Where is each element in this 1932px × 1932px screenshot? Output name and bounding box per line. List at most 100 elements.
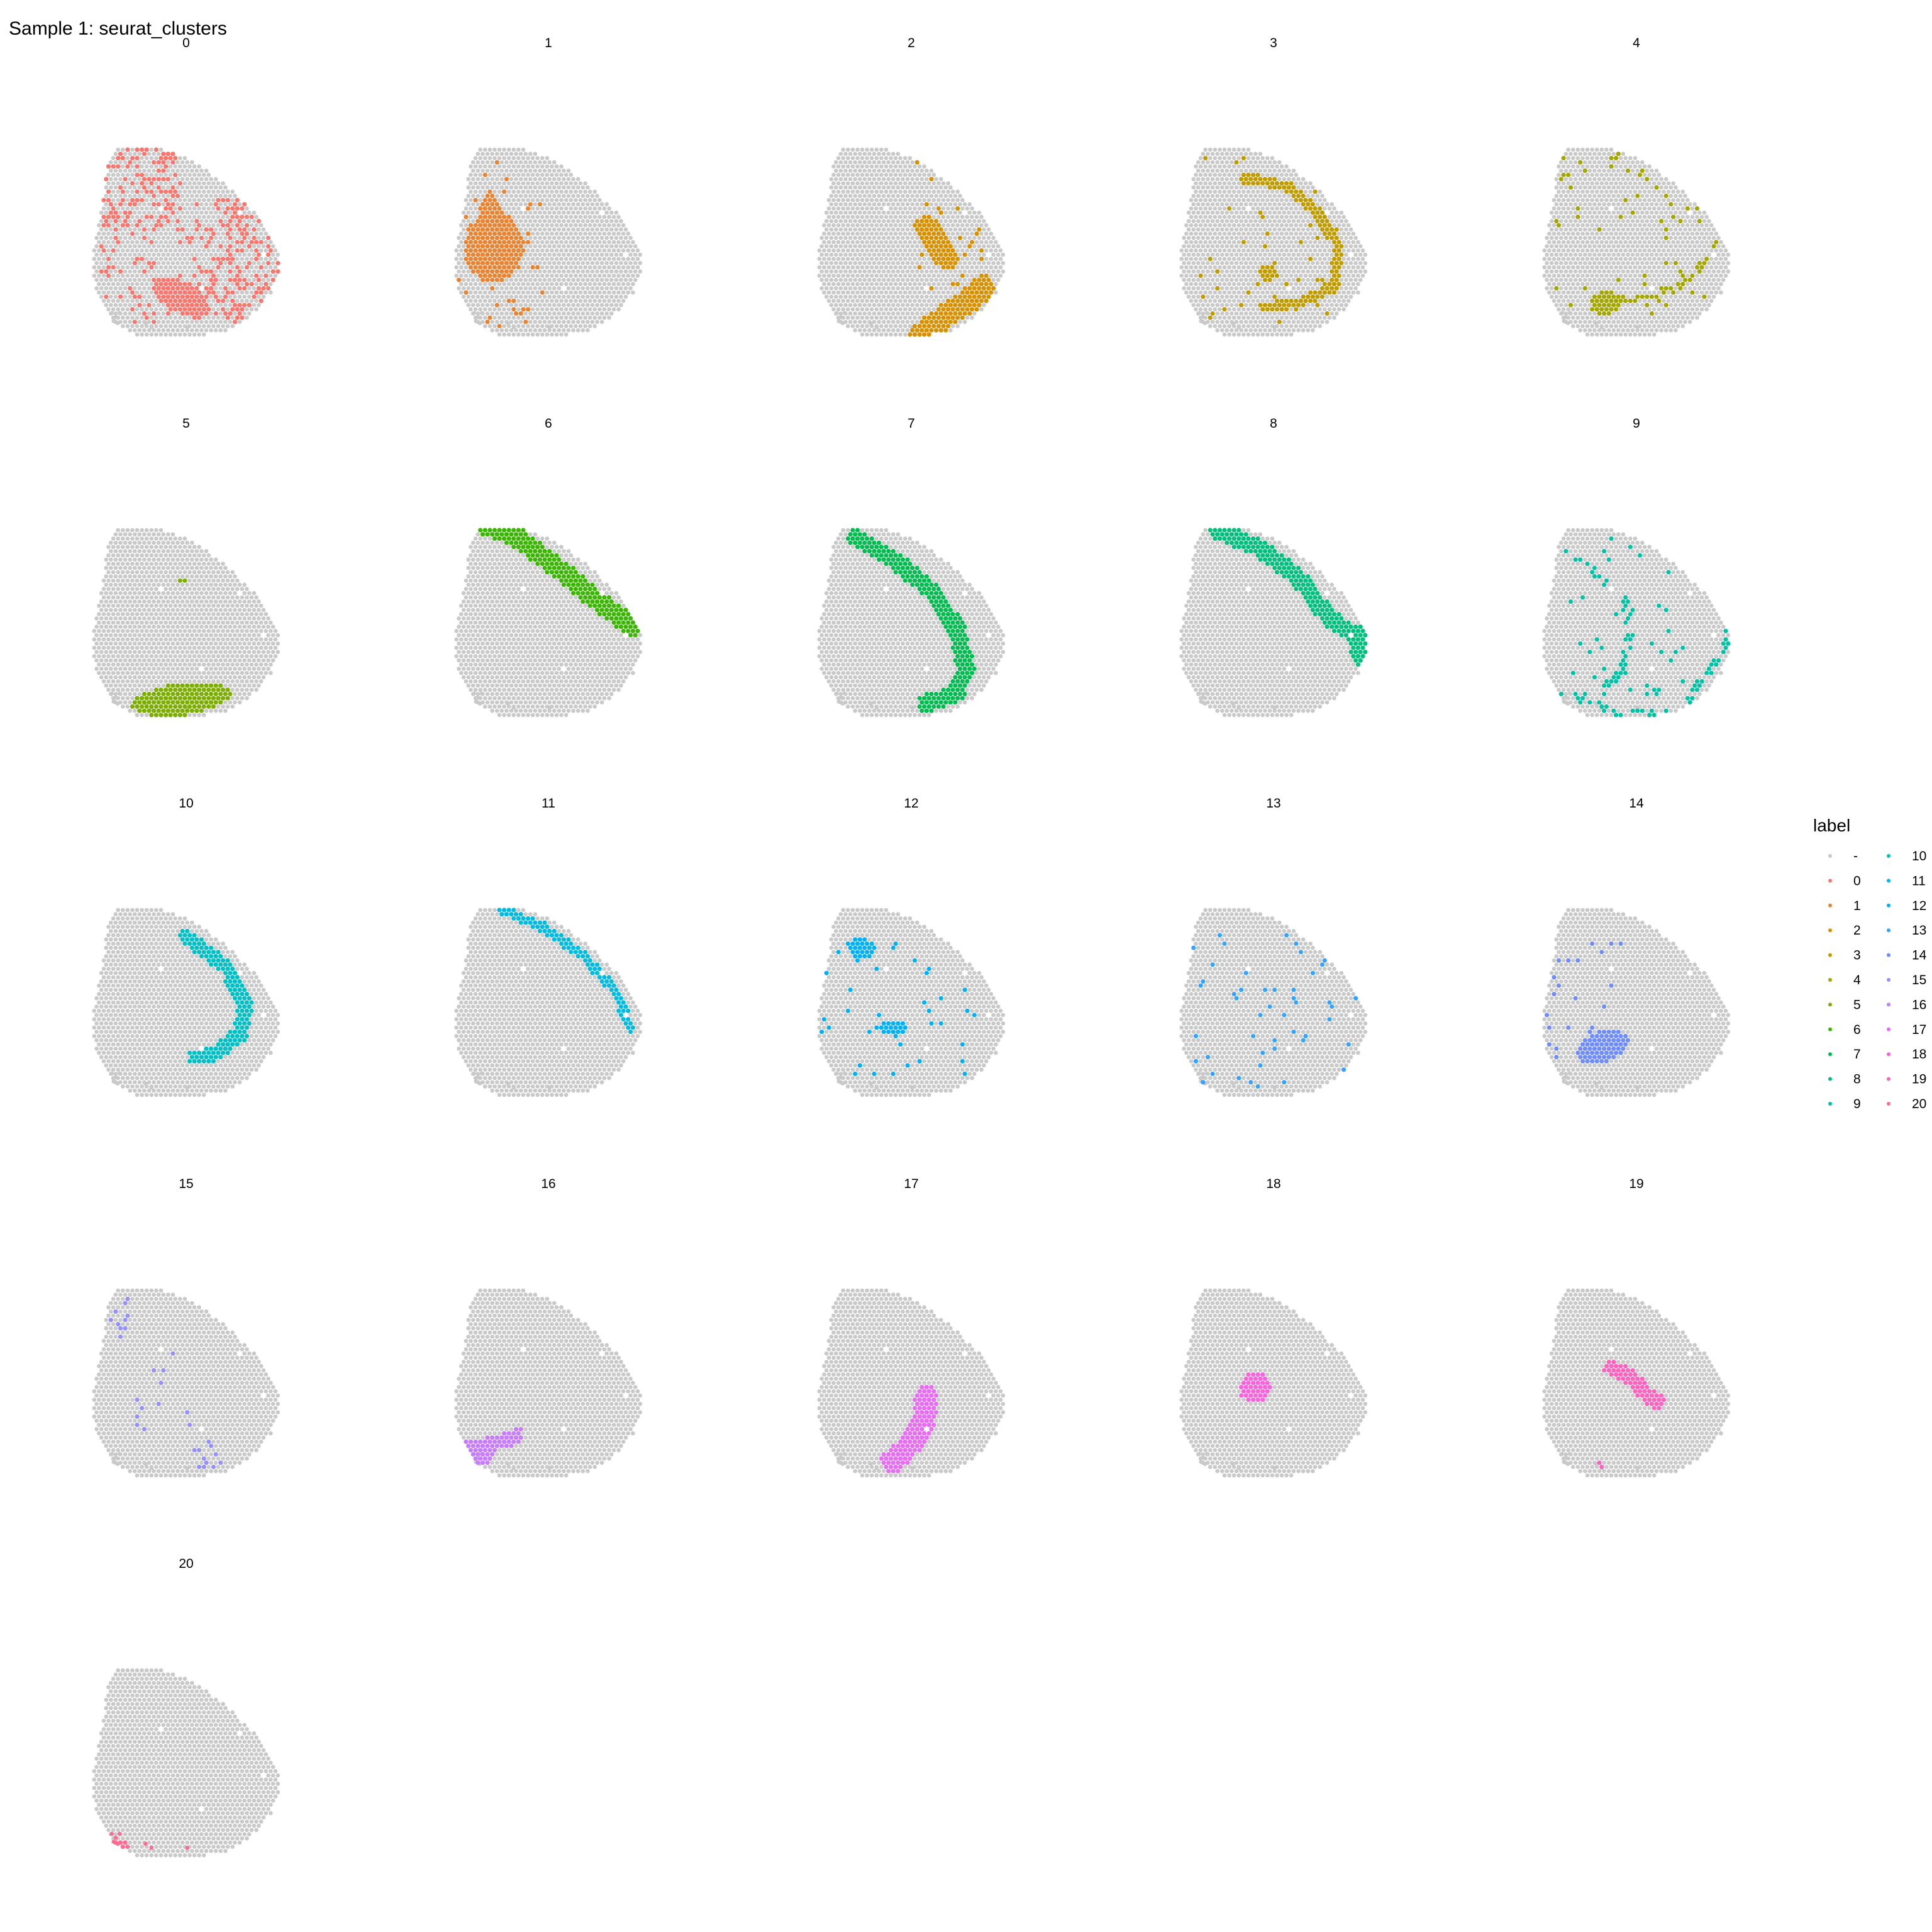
spot-background (590, 244, 595, 248)
spot-background (1341, 223, 1346, 228)
spot-background (1198, 282, 1203, 287)
spot-background (533, 236, 538, 240)
spot-cluster-0 (228, 311, 233, 316)
facet-label-2: 2 (908, 36, 915, 50)
spot-background (1220, 236, 1224, 240)
spot-background (552, 185, 557, 190)
spot-background (1222, 223, 1227, 228)
spot-background (943, 227, 948, 232)
spot-background (506, 315, 511, 320)
spot-background (211, 223, 216, 228)
spot-cluster-1 (470, 244, 475, 249)
spot-cluster-1 (487, 223, 492, 228)
spot-background (569, 197, 574, 203)
spot-background (201, 290, 206, 295)
spot-cluster-2 (972, 294, 977, 299)
spot-background (173, 223, 178, 228)
spot-background (554, 206, 559, 211)
spot-background (161, 303, 166, 308)
spot-background (1313, 197, 1318, 203)
spot-background (557, 194, 562, 198)
spot-background (504, 311, 509, 316)
spot-background (580, 219, 586, 223)
spot-background (1218, 265, 1222, 270)
spot-background (182, 274, 187, 278)
spot-background (161, 236, 166, 240)
spot-background (223, 252, 228, 257)
spot-background (469, 189, 473, 194)
spot-background (123, 277, 128, 282)
spot-background (1289, 206, 1294, 211)
spot-background (204, 261, 209, 265)
spot-cluster-2 (955, 315, 960, 320)
spot-background (850, 248, 855, 253)
spot-background (578, 240, 583, 245)
spot-background (1241, 223, 1246, 228)
spot-background (824, 252, 829, 257)
spot-background (1241, 189, 1246, 194)
spot-background (1267, 252, 1272, 257)
spot-background (185, 219, 190, 223)
spot-background (528, 311, 533, 316)
spot-background (931, 307, 936, 312)
spot-background (492, 290, 497, 295)
spot-background (154, 274, 158, 278)
spot-background (542, 294, 547, 299)
spot-background (862, 194, 867, 198)
spot-background (1201, 185, 1206, 190)
spot-background (574, 274, 578, 278)
spot-cluster-1 (475, 235, 480, 240)
spot-background (590, 311, 595, 316)
spot-cluster-1 (464, 248, 469, 253)
spot-background (586, 311, 590, 316)
spot-background (535, 156, 540, 160)
spot-background (144, 248, 149, 253)
spot-background (464, 274, 469, 278)
spot-background (1196, 277, 1201, 282)
spot-background (147, 185, 152, 190)
spot-background (506, 290, 511, 295)
spot-background (941, 290, 946, 295)
spot-background (557, 202, 562, 207)
spot-background (506, 321, 510, 325)
spot-background (530, 282, 535, 287)
spot-background (587, 257, 592, 262)
spot-background (1282, 219, 1287, 223)
spot-background (583, 231, 587, 236)
spot-background (855, 257, 860, 262)
spot-background (211, 265, 216, 270)
spot-cluster-0 (194, 227, 199, 232)
spot-background (547, 319, 552, 325)
spot-background (526, 189, 530, 194)
spot-background (1208, 223, 1213, 228)
spot-cluster-0 (213, 202, 218, 207)
spot-background (824, 210, 829, 215)
spot-cluster-0 (135, 189, 140, 194)
spot-background (469, 282, 473, 287)
spot-background (824, 227, 829, 232)
spot-background (1191, 269, 1196, 274)
spot-background (1348, 277, 1353, 282)
spot-background (609, 252, 614, 257)
spot-background (874, 290, 879, 295)
spot-background (459, 282, 464, 287)
spot-cluster-0 (175, 193, 180, 199)
spot-background (1282, 177, 1287, 182)
spot-background (886, 261, 891, 265)
spot-background (540, 332, 545, 337)
spot-background (994, 290, 998, 295)
spot-background (201, 282, 206, 287)
spot-background (867, 185, 872, 190)
spot-background (166, 185, 170, 190)
spot-background (1241, 214, 1246, 219)
spot-background (1198, 248, 1203, 253)
spot-background (886, 219, 891, 223)
spot-background (454, 265, 459, 270)
spot-background (1248, 169, 1253, 173)
spot-cluster-0 (175, 286, 180, 291)
spot-background (201, 197, 206, 203)
spot-background (204, 319, 209, 325)
spot-background (530, 172, 535, 177)
spot-background (140, 307, 144, 312)
spot-background (149, 164, 154, 169)
